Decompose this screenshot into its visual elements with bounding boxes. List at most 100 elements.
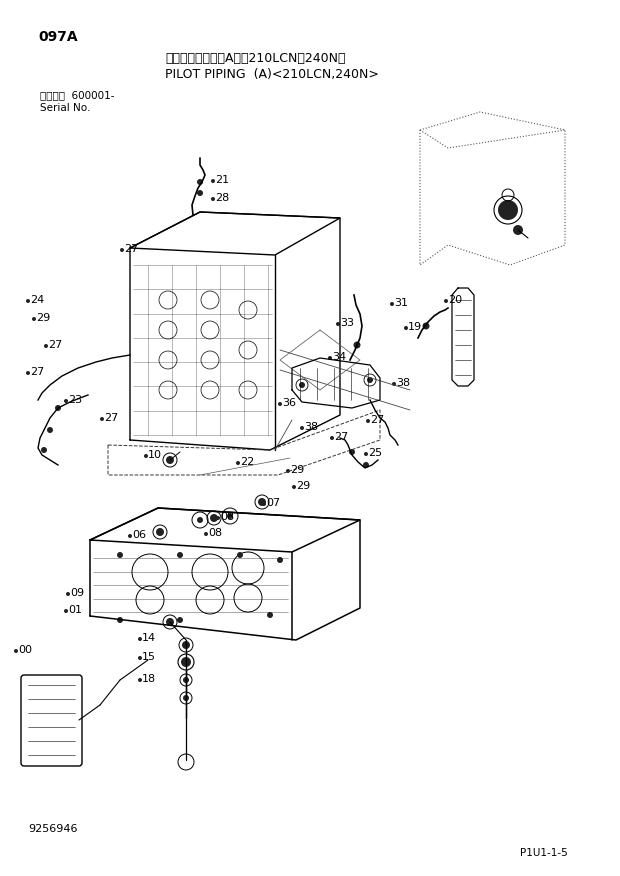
Circle shape [227, 513, 233, 519]
Text: 28: 28 [215, 193, 229, 203]
Text: 20: 20 [448, 295, 462, 305]
Circle shape [444, 299, 448, 303]
Circle shape [26, 371, 30, 375]
Circle shape [392, 382, 396, 386]
Text: 27: 27 [30, 367, 44, 377]
Circle shape [363, 462, 369, 468]
Circle shape [277, 557, 283, 563]
Text: 適用号機  600001-: 適用号機 600001- [40, 90, 115, 100]
Text: 27: 27 [124, 244, 138, 254]
Circle shape [216, 516, 220, 520]
Circle shape [182, 641, 190, 649]
Circle shape [181, 657, 191, 667]
Circle shape [204, 532, 208, 536]
Circle shape [44, 344, 48, 348]
Text: 38: 38 [396, 378, 410, 388]
Circle shape [128, 534, 132, 538]
Circle shape [278, 402, 282, 406]
Circle shape [100, 417, 104, 421]
Circle shape [353, 342, 360, 349]
Circle shape [197, 179, 203, 185]
Circle shape [41, 447, 47, 453]
Circle shape [236, 461, 240, 465]
Text: 10: 10 [148, 450, 162, 460]
Circle shape [300, 426, 304, 430]
Circle shape [156, 528, 164, 536]
Circle shape [258, 498, 266, 506]
Text: PILOT PIPING  (A)<210LCN,240N>: PILOT PIPING (A)<210LCN,240N> [165, 68, 379, 81]
Text: 07: 07 [266, 498, 280, 508]
Circle shape [166, 456, 174, 464]
Text: P1U1-1-5: P1U1-1-5 [520, 848, 568, 858]
Circle shape [404, 326, 408, 330]
Circle shape [366, 419, 370, 423]
Text: 21: 21 [215, 175, 229, 185]
Text: 31: 31 [394, 298, 408, 308]
Text: 27: 27 [370, 415, 384, 425]
Circle shape [286, 469, 290, 473]
Circle shape [336, 322, 340, 326]
Circle shape [262, 502, 266, 506]
Text: 097A: 097A [38, 30, 78, 44]
Circle shape [349, 449, 355, 455]
Circle shape [364, 452, 368, 456]
Circle shape [117, 552, 123, 558]
Text: 27: 27 [104, 413, 118, 423]
Circle shape [138, 637, 142, 641]
Text: 14: 14 [142, 633, 156, 643]
Circle shape [237, 552, 243, 558]
Text: 9256946: 9256946 [28, 824, 78, 834]
Text: 24: 24 [30, 295, 44, 305]
Circle shape [26, 299, 30, 303]
Circle shape [14, 649, 18, 653]
Text: 09: 09 [70, 588, 84, 598]
Text: 27: 27 [48, 340, 62, 350]
Circle shape [117, 617, 123, 623]
Text: 06: 06 [132, 530, 146, 540]
Text: 25: 25 [368, 448, 382, 458]
Circle shape [177, 617, 183, 623]
Circle shape [197, 190, 203, 196]
Text: 08: 08 [220, 512, 234, 522]
Circle shape [211, 197, 215, 201]
Circle shape [367, 377, 373, 383]
Circle shape [144, 454, 148, 458]
Circle shape [299, 382, 305, 388]
Text: 19: 19 [408, 322, 422, 332]
Text: 29: 29 [290, 465, 304, 475]
Text: 01: 01 [68, 605, 82, 615]
Circle shape [197, 517, 203, 523]
Circle shape [328, 356, 332, 360]
Circle shape [177, 552, 183, 558]
Text: 27: 27 [334, 432, 348, 442]
Circle shape [138, 656, 142, 660]
Text: 34: 34 [332, 352, 346, 362]
Circle shape [32, 317, 36, 321]
Text: 08: 08 [208, 528, 222, 538]
Text: 00: 00 [18, 645, 32, 655]
Circle shape [390, 302, 394, 306]
Text: 22: 22 [240, 457, 254, 467]
Circle shape [47, 427, 53, 433]
Circle shape [498, 200, 518, 220]
Circle shape [330, 436, 334, 440]
Circle shape [183, 695, 189, 701]
Text: 33: 33 [340, 318, 354, 328]
Circle shape [64, 609, 68, 613]
Circle shape [513, 225, 523, 235]
Text: 29: 29 [296, 481, 310, 491]
Text: 38: 38 [304, 422, 318, 432]
Circle shape [183, 677, 189, 683]
Text: 23: 23 [68, 395, 82, 405]
Circle shape [55, 405, 61, 411]
Text: 36: 36 [282, 398, 296, 408]
Circle shape [210, 514, 218, 522]
Circle shape [120, 248, 124, 252]
Circle shape [211, 179, 215, 183]
Text: 29: 29 [36, 313, 50, 323]
Text: パイロット配管（A）＜210LCN，240N＞: パイロット配管（A）＜210LCN，240N＞ [165, 52, 345, 65]
Circle shape [66, 592, 70, 596]
Circle shape [422, 322, 430, 329]
Text: 15: 15 [142, 652, 156, 662]
Circle shape [166, 618, 174, 626]
